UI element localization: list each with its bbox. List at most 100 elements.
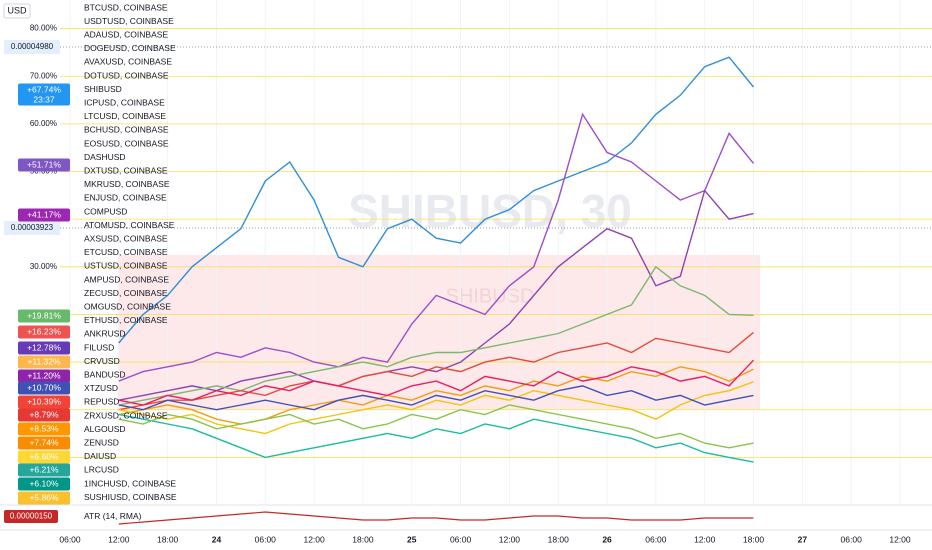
price-badge-sub: 23:37: [33, 94, 55, 104]
legend-entry: FILUSD: [84, 342, 114, 352]
legend-entry: DOGEUSD, COINBASE: [84, 43, 176, 53]
price-badge-label: +19.81%: [27, 310, 61, 320]
legend-entry: ETCUSD, COINBASE: [84, 247, 168, 257]
y-tick-label: 60.00%: [30, 119, 57, 128]
watermark-sub: SHIBUSD: [446, 285, 535, 307]
y-tick-label: 30.00%: [30, 262, 57, 271]
legend-entry: BTCUSD, COINBASE: [84, 2, 168, 12]
currency-button[interactable]: [3, 3, 31, 19]
x-tick-label: 12:00: [303, 534, 325, 544]
legend-entry: BCHUSD, COINBASE: [84, 125, 169, 135]
watermark: SHIBUSD, 30: [348, 185, 632, 237]
price-badge: [18, 369, 70, 383]
x-tick-label: 18:00: [743, 534, 765, 544]
price-badge-label: +8.79%: [29, 409, 59, 419]
legend-entry: USTUSD, COINBASE: [84, 261, 168, 271]
x-tick-label: 18:00: [548, 534, 570, 544]
legend-entry: ATOMUSD, COINBASE: [84, 220, 175, 230]
atr-badge: [4, 510, 58, 523]
legend-entry: ZRXUSD, COINBASE: [84, 410, 168, 420]
legend-entry: DOTUSD, COINBASE: [84, 70, 169, 80]
price-badge: [18, 355, 70, 369]
series-line: [118, 413, 754, 463]
legend-entry: DAIUSD: [84, 451, 116, 461]
legend-entry: AXSUSD, COINBASE: [84, 233, 168, 243]
legend-entry: COMPUSD: [84, 206, 127, 216]
series-line: [118, 359, 755, 406]
legend-entry: CRVUSD: [84, 356, 120, 366]
price-badge-label: +7.74%: [29, 437, 59, 447]
legend-entry: MKRUSD, COINBASE: [84, 179, 170, 189]
legend-entry: ALGOUSD: [84, 424, 126, 434]
price-badge: [18, 422, 70, 436]
price-badge: [18, 381, 70, 395]
legend-entry: XTZUSD: [84, 383, 118, 393]
legend-entry: OMGUSD, COINBASE: [84, 301, 171, 311]
legend-entry: ZENUSD: [84, 437, 119, 447]
currency-label: USD: [7, 5, 27, 15]
price-badge-label: +11.20%: [27, 370, 61, 380]
price-badge-label: +10.70%: [27, 382, 61, 392]
legend-entry: ZECUSD, COINBASE: [84, 288, 168, 298]
price-badge-label: +16.23%: [27, 326, 61, 336]
series-line: [118, 381, 754, 435]
series-line: [118, 331, 754, 411]
legend-entry: DASHUSD: [84, 152, 126, 162]
legend-entry: LTCUSD, COINBASE: [84, 111, 166, 121]
legend-entry: ENJUSD, COINBASE: [84, 193, 167, 203]
x-tick-label: 26: [602, 534, 612, 544]
y-tick-label: 70.00%: [30, 71, 57, 80]
x-tick-label: 24: [212, 534, 222, 544]
price-badge: [18, 83, 70, 106]
price-badge: [18, 395, 70, 409]
series-line: [118, 366, 754, 425]
series-line: [118, 404, 754, 449]
price-badge-label: +67.74%: [27, 84, 61, 94]
legend-entry: USDTUSD, COINBASE: [84, 16, 174, 26]
price-badge-label: +12.78%: [27, 342, 61, 352]
x-tick-label: 06:00: [59, 534, 81, 544]
legend-entry: AVAXUSD, COINBASE: [84, 57, 172, 67]
price-badge: [18, 325, 70, 339]
atr-label: ATR (14, RMA): [84, 511, 142, 521]
series-line: [118, 56, 755, 344]
legend-entry: ETHUSD, COINBASE: [84, 315, 168, 325]
legend-entry: 1INCHUSD, COINBASE: [84, 478, 176, 488]
legend-entry: REPUSD: [84, 397, 119, 407]
legend-entry: ANKRUSD: [84, 329, 126, 339]
price-badge-label: +8.53%: [29, 423, 59, 433]
legend-entry: AMPUSD, COINBASE: [84, 274, 169, 284]
x-tick-label: 06:00: [645, 534, 667, 544]
x-tick-label: 18:00: [352, 534, 374, 544]
price-badge: [18, 341, 70, 355]
legend-entry: DXTUSD, COINBASE: [84, 165, 168, 175]
atr-line: [118, 511, 754, 525]
legend-entry: BANDUSD: [84, 369, 126, 379]
price-badge: [18, 450, 70, 464]
price-badge-label: +6.21%: [29, 464, 59, 474]
x-tick-label: 06:00: [841, 534, 863, 544]
price-label: 0.00003923: [11, 223, 54, 232]
price-badge: [18, 158, 70, 172]
price-badge: [18, 408, 70, 422]
price-badge: [18, 463, 70, 477]
price-badge-label: +6.10%: [29, 478, 59, 488]
x-tick-label: 27: [798, 534, 808, 544]
series-line: [118, 385, 754, 411]
x-tick-label: 25: [407, 534, 417, 544]
y-tick-label: 80.00%: [30, 24, 57, 33]
x-tick-label: 12:00: [694, 534, 716, 544]
price-badge: [18, 309, 70, 323]
x-tick-label: 06:00: [255, 534, 277, 544]
legend-entry: ICPUSD, COINBASE: [84, 97, 165, 107]
price-badge: [18, 208, 70, 222]
series-line: [118, 265, 754, 406]
price-badge-label: +6.60%: [29, 451, 59, 461]
price-label: 0.00004980: [11, 42, 54, 51]
legend-entry: LRCUSD: [84, 465, 119, 475]
legend-entry: SUSHIUSD, COINBASE: [84, 492, 177, 502]
atr-badge-label: 0.00000150: [10, 512, 53, 521]
x-tick-label: 12:00: [499, 534, 521, 544]
price-badge: [18, 436, 70, 450]
